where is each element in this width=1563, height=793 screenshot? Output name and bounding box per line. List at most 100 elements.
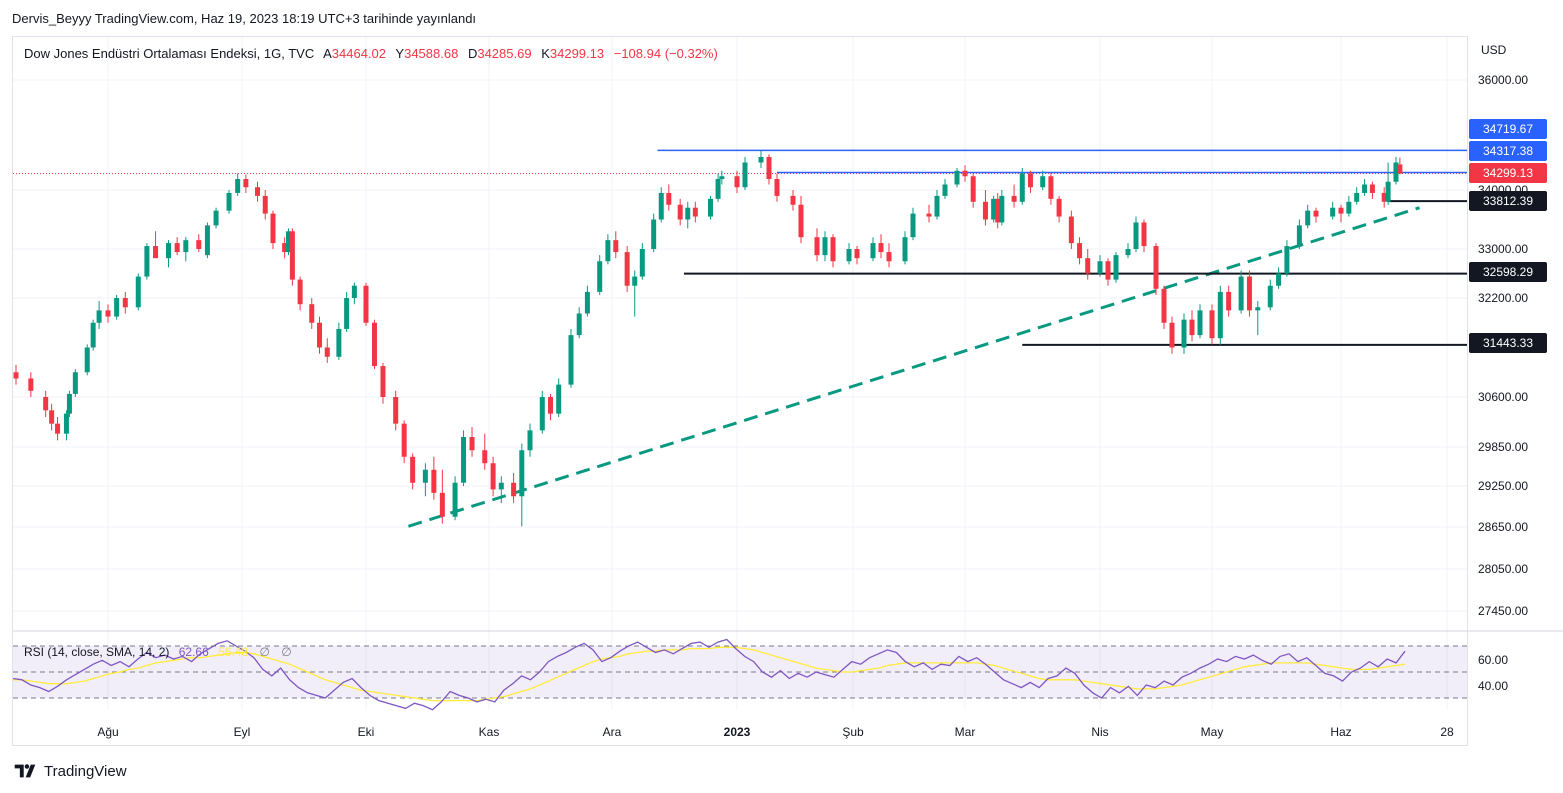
candle-body: [1181, 319, 1187, 348]
candle-body: [1097, 261, 1103, 274]
candle-body: [954, 170, 960, 185]
candle-body: [498, 482, 504, 490]
candle: [1354, 187, 1360, 205]
candle-body: [1276, 273, 1282, 286]
candle: [934, 190, 940, 220]
candle: [942, 179, 948, 199]
chart-frame[interactable]: [12, 36, 1468, 746]
candle-body: [548, 397, 553, 414]
candle: [926, 204, 932, 223]
candle-body: [1338, 207, 1344, 214]
candle-body: [393, 397, 399, 424]
price-tag-blue: 34317.38: [1469, 141, 1547, 161]
candle-body: [49, 410, 55, 424]
candle-body: [982, 201, 988, 220]
candle: [410, 453, 416, 490]
candle-body: [1040, 176, 1046, 188]
candle-body: [1197, 310, 1203, 336]
candle-body: [1330, 207, 1336, 217]
symbol-title[interactable]: Dow Jones Endüstri Ortalaması Endeksi, 1…: [24, 46, 315, 61]
candle-body: [719, 176, 725, 179]
candle-body: [262, 195, 268, 214]
candle: [166, 240, 172, 268]
candle: [1048, 173, 1054, 205]
candle-body: [461, 437, 467, 483]
candle: [28, 372, 34, 397]
candle-body: [846, 249, 852, 262]
candle: [262, 190, 268, 220]
price-tag-box: [1469, 262, 1547, 282]
candle: [144, 243, 150, 280]
candle-body: [66, 393, 72, 414]
rsi-na-1: ∅: [259, 645, 270, 659]
candle: [282, 237, 288, 259]
candle: [870, 237, 876, 262]
candle: [49, 403, 55, 431]
candle-body: [910, 213, 916, 238]
candle: [758, 150, 764, 168]
candle: [1393, 157, 1399, 185]
candle-body: [196, 240, 202, 249]
candle-body: [1397, 164, 1403, 174]
candle: [371, 319, 377, 370]
candle: [196, 234, 202, 253]
currency-label[interactable]: USD: [1481, 43, 1507, 57]
candle: [309, 298, 315, 329]
candle-body: [153, 246, 159, 259]
candle-body: [658, 192, 664, 220]
candle: [511, 473, 517, 504]
candle: [351, 282, 357, 305]
candle-body: [970, 176, 976, 202]
candle: [226, 190, 232, 214]
price-tag-box: [1469, 119, 1547, 139]
candle-body: [766, 157, 772, 179]
candle-body: [1362, 184, 1368, 193]
candle: [878, 234, 884, 259]
candle: [1362, 179, 1368, 196]
price-tag-red: 34299.13: [1469, 163, 1547, 183]
candle-body: [90, 322, 96, 348]
candle-body: [469, 437, 475, 451]
candle: [270, 210, 276, 249]
candle-body: [1105, 261, 1111, 280]
open-label: A: [323, 46, 332, 61]
candle-body: [13, 372, 19, 379]
candle-body: [539, 397, 545, 431]
candle-body: [774, 179, 780, 196]
price-axis: 36000.0034000.0033000.0032200.0030600.00…: [1478, 73, 1528, 618]
candle: [854, 246, 860, 265]
candle: [910, 207, 916, 241]
price-tick-label: 36000.00: [1478, 73, 1528, 87]
candle: [719, 170, 725, 185]
candle: [1267, 279, 1273, 311]
candle: [1226, 285, 1232, 317]
candle: [55, 417, 61, 441]
candle-body: [934, 195, 940, 217]
candle: [742, 157, 748, 190]
candle: [1209, 304, 1215, 345]
candle-body: [431, 469, 437, 493]
candle-body: [1238, 276, 1244, 311]
tradingview-logo-icon[interactable]: [12, 762, 38, 780]
price-tag-blue: 34719.67: [1469, 119, 1547, 139]
candle-body: [1385, 181, 1391, 202]
candle: [422, 463, 428, 497]
candle: [498, 476, 504, 504]
candle-body: [677, 204, 683, 220]
candle-body: [584, 291, 590, 314]
candle: [1097, 255, 1103, 277]
candle: [317, 316, 322, 354]
candle: [431, 456, 437, 500]
price-tag-box: [1469, 163, 1547, 183]
price-tag-dark: 31443.33: [1469, 333, 1547, 353]
candle-body: [28, 378, 34, 391]
time-tick-label: Eki: [358, 725, 375, 739]
candle-body: [122, 298, 128, 308]
candle-body: [1209, 310, 1215, 339]
footer-brand[interactable]: TradingView: [44, 762, 127, 780]
candle-body: [1246, 276, 1252, 311]
rsi-title[interactable]: RSI (14, close, SMA, 14, 2): [24, 645, 170, 659]
candle-body: [758, 157, 764, 163]
price-tag-box: [1469, 333, 1547, 353]
